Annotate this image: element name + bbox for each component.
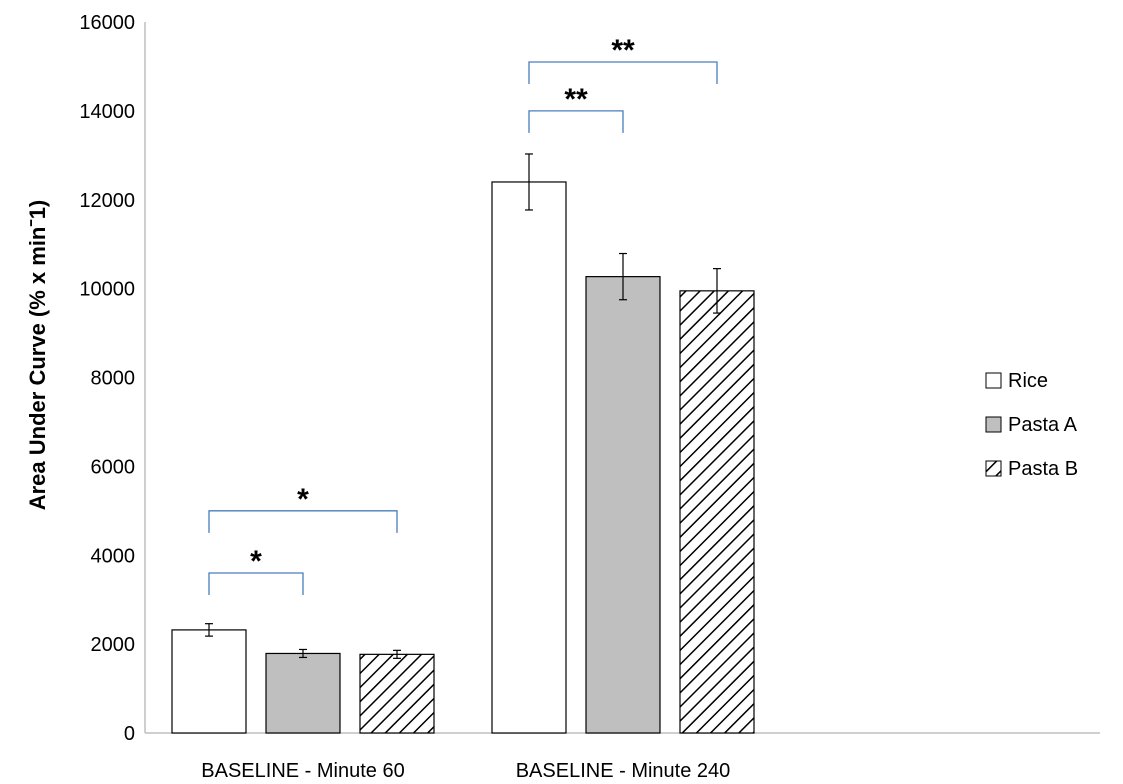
legend: Rice Pasta A Pasta B (985, 370, 1078, 480)
y-tick-label: 2000 (91, 634, 136, 656)
y-tick-label: 0 (124, 723, 135, 745)
bar (171, 629, 247, 734)
legend-swatch (985, 416, 1002, 433)
x-category-label: BASELINE - Minute 240 (516, 760, 731, 782)
significance-bracket (528, 110, 624, 133)
legend-label: Pasta A (1008, 414, 1078, 436)
legend-swatch (985, 372, 1002, 389)
bar (265, 652, 341, 734)
bar (585, 276, 661, 734)
significance-label: ** (564, 83, 588, 116)
y-tick-label: 10000 (79, 279, 135, 301)
significance-bracket (528, 61, 718, 84)
y-axis: 0 2000 4000 6000 8000 10000 12000 14000 16000 (79, 12, 146, 745)
legend-label: Rice (1008, 370, 1048, 392)
bar (359, 653, 435, 734)
bar-series (171, 181, 755, 734)
legend-swatch (985, 460, 1002, 477)
significance-bracket (208, 510, 398, 533)
y-tick-label: 14000 (79, 101, 135, 123)
y-tick-label: 6000 (91, 456, 136, 478)
bar (679, 290, 755, 734)
significance-label: * (250, 545, 262, 578)
x-axis: BASELINE - Minute 60 BASELINE - Minute 24… (145, 732, 1100, 782)
y-tick-label: 4000 (91, 545, 136, 567)
y-tick-label: 12000 (79, 190, 135, 212)
legend-label: Pasta B (1008, 458, 1078, 480)
significance-brackets: ****** (208, 34, 718, 596)
error-bars (205, 153, 721, 659)
y-tick-label: 16000 (79, 12, 135, 34)
significance-label: ** (611, 34, 635, 67)
y-axis-label: Area Under Curve (% x minˉ1) (25, 200, 50, 511)
bar (491, 181, 567, 734)
significance-label: * (297, 483, 309, 516)
x-category-label: BASELINE - Minute 60 (201, 760, 404, 782)
y-tick-label: 8000 (91, 368, 136, 390)
significance-bracket (208, 572, 304, 596)
